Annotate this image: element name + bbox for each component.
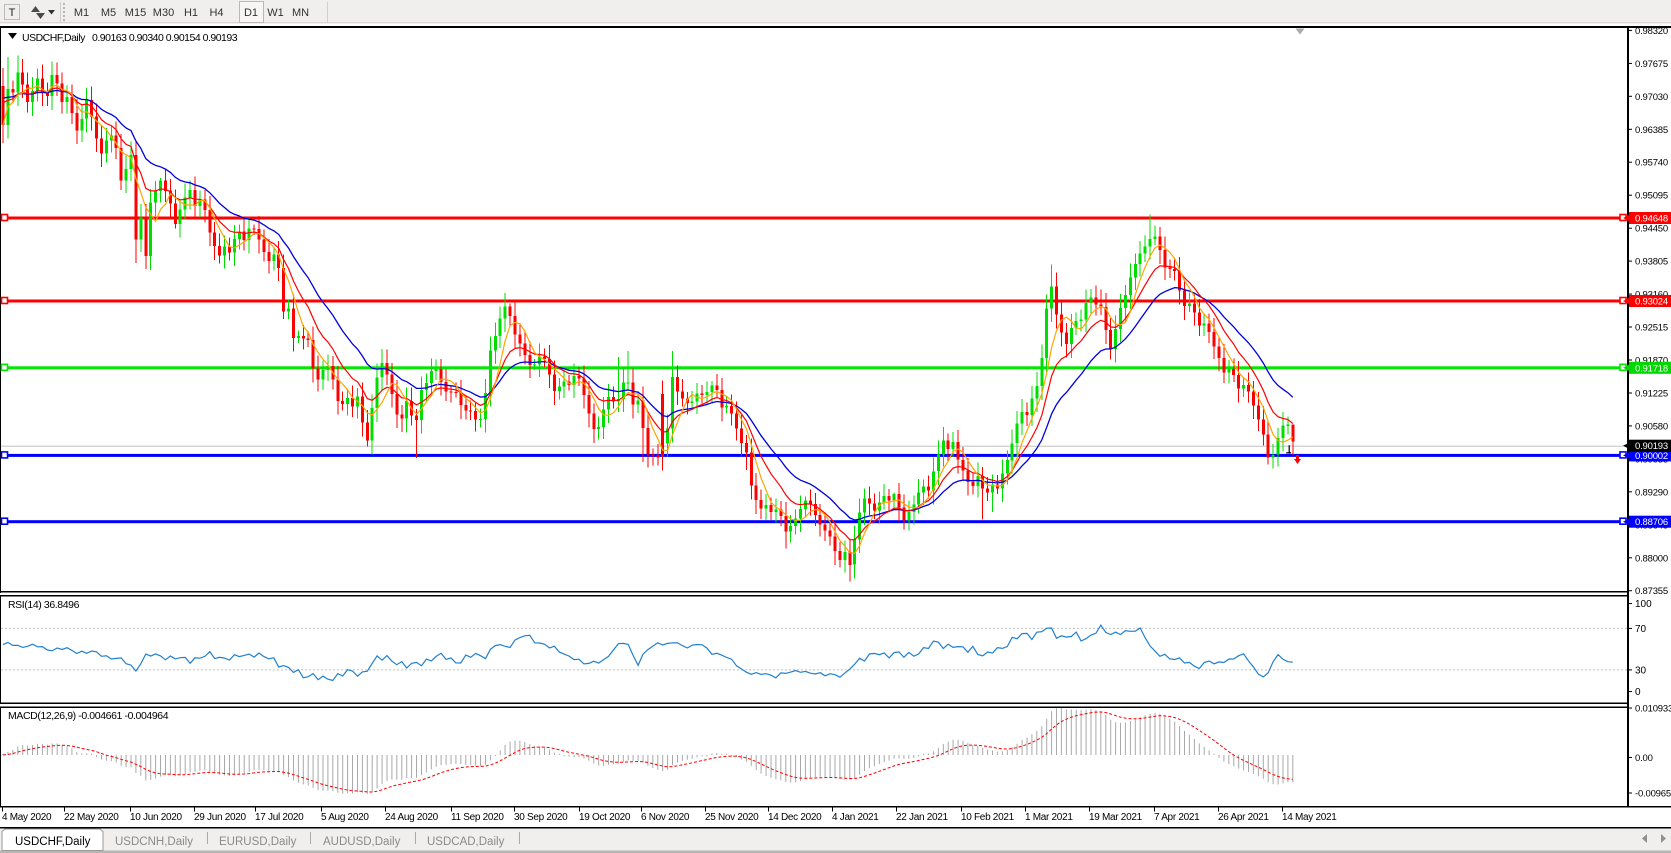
svg-text:0.90002: 0.90002: [1635, 451, 1668, 462]
svg-text:0.98320: 0.98320: [1635, 26, 1668, 37]
svg-text:14 Dec 2020: 14 Dec 2020: [768, 812, 822, 823]
svg-text:USDCHF,Daily: USDCHF,Daily: [15, 836, 91, 848]
svg-text:AUDUSD,Daily: AUDUSD,Daily: [323, 836, 401, 848]
svg-text:22 May 2020: 22 May 2020: [64, 812, 119, 823]
svg-text:M30: M30: [153, 7, 174, 19]
svg-text:0.88000: 0.88000: [1635, 553, 1668, 564]
svg-text:6 Nov 2020: 6 Nov 2020: [641, 812, 690, 823]
svg-text:EURUSD,Daily: EURUSD,Daily: [219, 836, 297, 848]
svg-text:70: 70: [1635, 624, 1647, 635]
svg-text:0.93024: 0.93024: [1635, 297, 1668, 308]
svg-text:0.97030: 0.97030: [1635, 92, 1668, 103]
svg-text:30: 30: [1635, 665, 1647, 676]
svg-text:4 May 2020: 4 May 2020: [2, 812, 52, 823]
svg-text:M5: M5: [101, 7, 116, 19]
svg-text:-0.009653: -0.009653: [1635, 789, 1671, 800]
svg-text:30 Sep 2020: 30 Sep 2020: [514, 812, 568, 823]
svg-text:0: 0: [1635, 687, 1641, 698]
svg-text:D1: D1: [244, 7, 258, 19]
svg-text:0.91870: 0.91870: [1635, 356, 1668, 367]
svg-text:0.00: 0.00: [1635, 753, 1653, 764]
svg-text:0.88706: 0.88706: [1635, 517, 1668, 528]
svg-text:0.92515: 0.92515: [1635, 323, 1668, 334]
svg-text:0.94450: 0.94450: [1635, 224, 1668, 235]
svg-text:H4: H4: [209, 7, 223, 19]
svg-text:0.91718: 0.91718: [1635, 363, 1668, 374]
svg-text:0.96385: 0.96385: [1635, 125, 1668, 136]
svg-text:USDCAD,Daily: USDCAD,Daily: [427, 836, 505, 848]
svg-text:T: T: [9, 7, 16, 19]
svg-text:17 Jul 2020: 17 Jul 2020: [255, 812, 304, 823]
svg-text:100: 100: [1635, 599, 1652, 610]
svg-text:19 Mar 2021: 19 Mar 2021: [1089, 812, 1143, 823]
svg-text:M15: M15: [125, 7, 146, 19]
svg-text:M1: M1: [74, 7, 89, 19]
svg-text:W1: W1: [267, 7, 284, 19]
svg-text:25 Nov 2020: 25 Nov 2020: [705, 812, 759, 823]
svg-text:0.93805: 0.93805: [1635, 257, 1668, 268]
svg-text:4 Jan 2021: 4 Jan 2021: [832, 812, 879, 823]
svg-text:H1: H1: [184, 7, 198, 19]
svg-text:USDCNH,Daily: USDCNH,Daily: [115, 836, 193, 848]
svg-text:10 Jun 2020: 10 Jun 2020: [130, 812, 182, 823]
svg-text:14 May 2021: 14 May 2021: [1282, 812, 1337, 823]
svg-text:26 Apr 2021: 26 Apr 2021: [1218, 812, 1269, 823]
svg-text:11 Sep 2020: 11 Sep 2020: [451, 812, 504, 823]
svg-text:0.95095: 0.95095: [1635, 191, 1668, 202]
svg-text:RSI(14) 36.8496: RSI(14) 36.8496: [8, 599, 80, 611]
svg-text:0.94648: 0.94648: [1635, 214, 1668, 225]
svg-text:0.95740: 0.95740: [1635, 158, 1668, 169]
svg-text:22 Jan 2021: 22 Jan 2021: [896, 812, 948, 823]
svg-text:0.010933: 0.010933: [1635, 704, 1671, 715]
svg-text:1 Mar 2021: 1 Mar 2021: [1025, 812, 1073, 823]
svg-text:29 Jun 2020: 29 Jun 2020: [194, 812, 246, 823]
svg-text:5 Aug 2020: 5 Aug 2020: [321, 812, 369, 823]
svg-text:0.97675: 0.97675: [1635, 59, 1668, 70]
svg-text:MACD(12,26,9) -0.004661 -0.004: MACD(12,26,9) -0.004661 -0.004964: [8, 710, 169, 722]
svg-text:USDCHF,Daily 0.90163 0.90340: USDCHF,Daily 0.90163 0.90340 0.90154 0.9…: [22, 32, 238, 44]
svg-text:0.90193: 0.90193: [1635, 441, 1668, 452]
svg-text:0.89290: 0.89290: [1635, 487, 1668, 498]
svg-text:24 Aug 2020: 24 Aug 2020: [385, 812, 439, 823]
svg-text:0.91225: 0.91225: [1635, 389, 1668, 400]
svg-text:0.90580: 0.90580: [1635, 421, 1668, 432]
svg-text:19 Oct 2020: 19 Oct 2020: [579, 812, 631, 823]
svg-text:0.87355: 0.87355: [1635, 586, 1668, 597]
svg-text:7 Apr 2021: 7 Apr 2021: [1154, 812, 1200, 823]
svg-text:10 Feb 2021: 10 Feb 2021: [961, 812, 1015, 823]
svg-text:MN: MN: [292, 7, 309, 19]
